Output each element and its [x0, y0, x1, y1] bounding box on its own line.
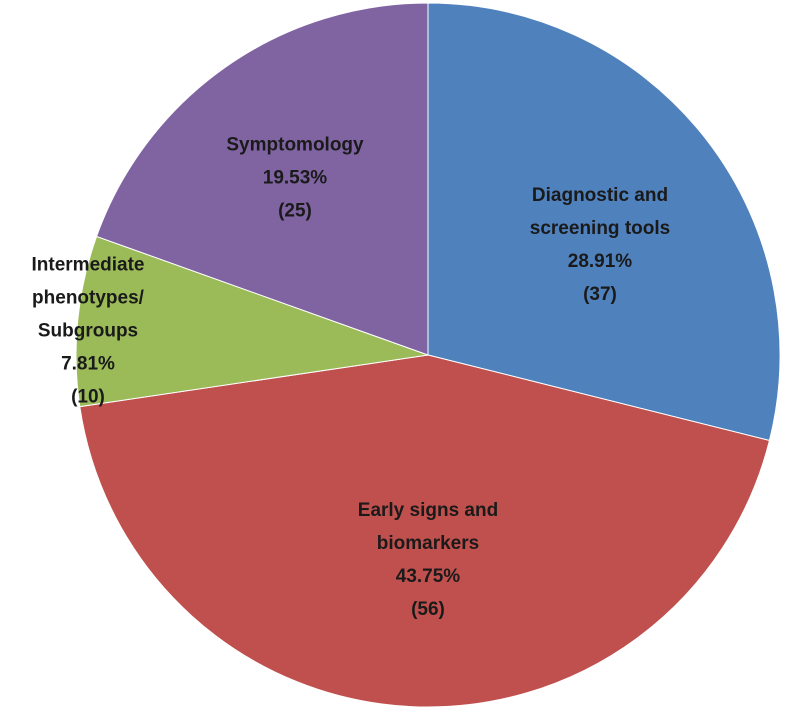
slice-label: Symptomology 19.53% (25)	[200, 129, 390, 228]
pie-slice	[427, 2, 781, 442]
pie-slice	[95, 2, 429, 356]
value-label: (25)	[278, 200, 312, 222]
slice-label: Intermediate phenotypes/ Subgroups 7.81% (…	[13, 249, 163, 414]
percent-label: 28.91%	[567, 251, 633, 272]
percent-label: 43.75%	[395, 566, 461, 587]
value-label: (37)	[583, 284, 617, 305]
slice-label: Diagnostic and screening tools 28.91% (37)	[505, 179, 695, 311]
percent-label: 19.53%	[262, 167, 328, 189]
category-label: Intermediate phenotypes/ Subgroups	[31, 254, 145, 342]
value-label: (56)	[411, 599, 445, 620]
pie-slice	[75, 235, 429, 408]
category-label: Diagnostic and screening tools	[529, 185, 671, 239]
value-label: (10)	[71, 386, 105, 408]
slice-label: Early signs and biomarkers 43.75% (56)	[333, 494, 523, 626]
category-label: Symptomology	[226, 134, 364, 156]
category-label: Early signs and biomarkers	[357, 500, 499, 554]
percent-label: 7.81%	[61, 353, 115, 375]
